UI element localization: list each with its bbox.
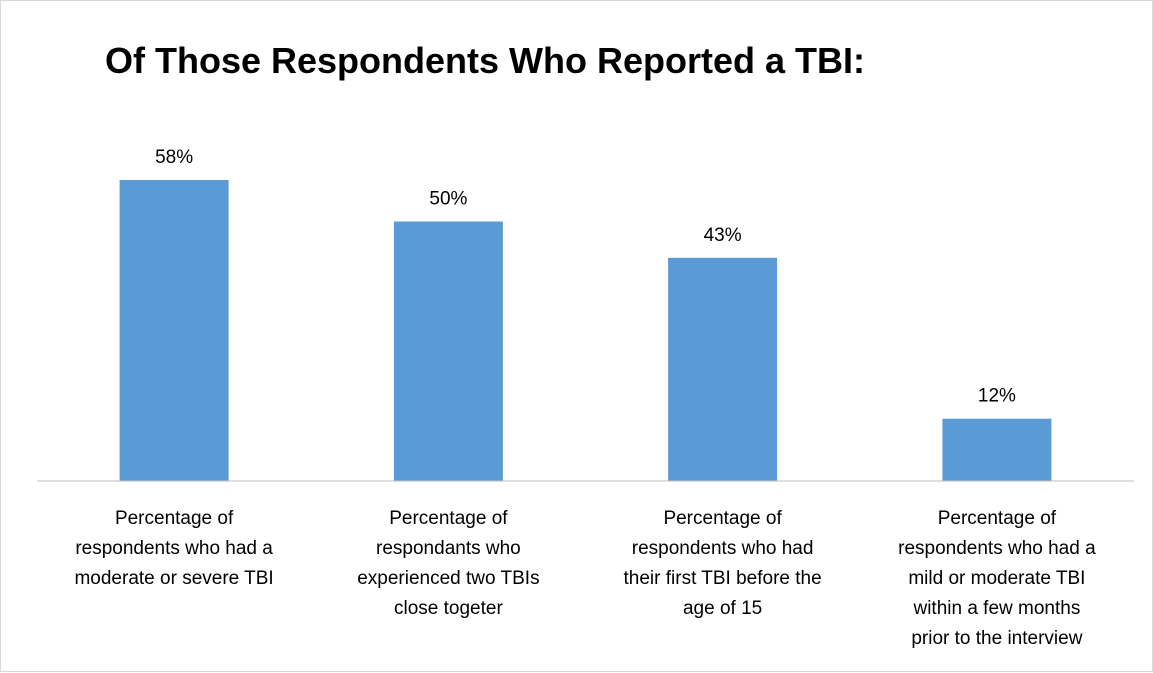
value-label-3: 43% — [704, 225, 742, 246]
category-label-line: close togeter — [394, 598, 503, 619]
category-label-line: Percentage of — [663, 508, 782, 529]
category-labels-group: Percentage of respondents who had a modera… — [74, 508, 1096, 649]
bar-4 — [942, 418, 1052, 481]
value-label-2: 50% — [429, 189, 467, 210]
category-label-line: respondents who had — [632, 538, 814, 559]
bars-group — [119, 180, 1052, 481]
category-label-4: Percentage of respondents who had a mild o… — [898, 508, 1096, 649]
category-label-3: Percentage of respondents who had their fi… — [624, 508, 822, 619]
category-label-line: Percentage of — [938, 508, 1057, 529]
category-label-line: respondents who had a — [75, 538, 273, 559]
value-labels-group: 58% 50% 43% 12% — [155, 147, 1016, 407]
category-label-2: Percentage of respondants who experienced … — [357, 508, 539, 619]
bar-1 — [119, 180, 229, 481]
category-label-line: within a few months — [912, 598, 1080, 619]
chart-title: Of Those Respondents Who Reported a TBI: — [105, 40, 865, 81]
category-label-line: their first TBI before the — [624, 568, 822, 589]
bar-2 — [393, 221, 503, 481]
value-label-4: 12% — [978, 386, 1016, 407]
category-label-line: respondants who — [376, 538, 521, 559]
value-label-1: 58% — [155, 147, 193, 168]
category-label-line: Percentage of — [389, 508, 508, 529]
category-label-line: Percentage of — [115, 508, 234, 529]
category-label-line: prior to the interview — [911, 628, 1082, 649]
category-label-line: experienced two TBIs — [357, 568, 539, 589]
category-label-line: age of 15 — [683, 598, 762, 619]
category-label-line: respondents who had a — [898, 538, 1096, 559]
category-label-1: Percentage of respondents who had a modera… — [74, 508, 273, 589]
bar-3 — [668, 257, 778, 481]
category-label-line: moderate or severe TBI — [74, 568, 273, 589]
category-label-line: mild or moderate TBI — [908, 568, 1085, 589]
